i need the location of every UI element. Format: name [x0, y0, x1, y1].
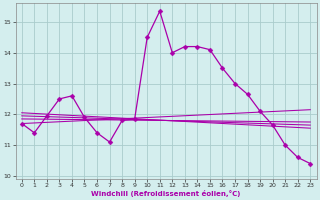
X-axis label: Windchill (Refroidissement éolien,°C): Windchill (Refroidissement éolien,°C) — [91, 190, 241, 197]
